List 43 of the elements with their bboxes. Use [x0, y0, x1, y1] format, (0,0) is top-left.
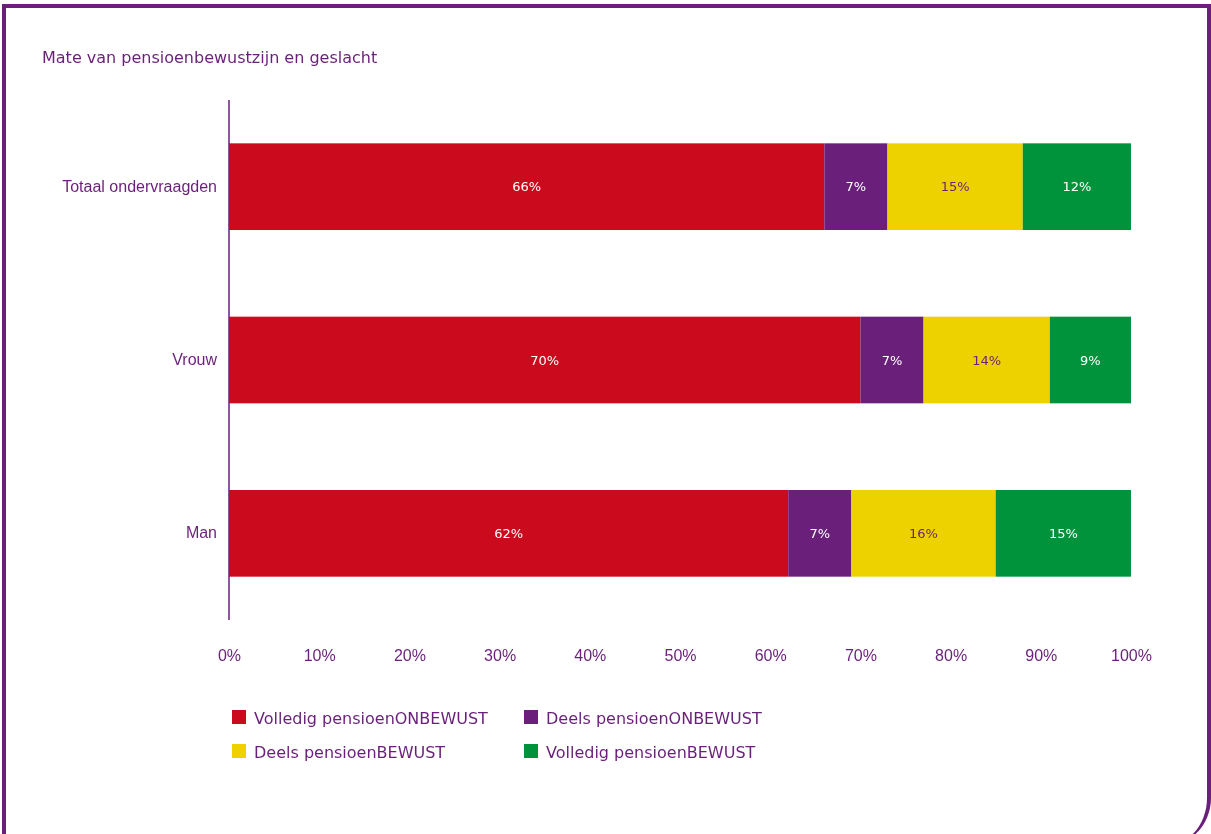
bar [851, 490, 996, 577]
bar [995, 490, 1131, 577]
data-label: 14% [972, 352, 1002, 368]
data-label: 15% [940, 179, 970, 195]
x-tick-label: 90% [1025, 647, 1058, 665]
data-label: 7% [809, 525, 831, 541]
x-tick-label: 40% [574, 647, 607, 665]
bar [887, 143, 1023, 230]
data-label: 62% [494, 525, 524, 541]
data-label: 66% [512, 179, 542, 195]
x-tick-label: 0% [217, 647, 242, 665]
x-tick-label: 20% [393, 647, 426, 665]
data-label: 7% [881, 352, 903, 368]
data-label: 12% [1062, 179, 1092, 195]
x-tick-label: 70% [844, 647, 877, 665]
bar [1049, 316, 1131, 404]
bar [923, 316, 1050, 404]
legend-label: Deels pensioenONBEWUST [546, 708, 762, 728]
bar [229, 316, 861, 404]
legend-label: Volledig pensioenONBEWUST [254, 708, 489, 728]
data-label: 9% [1080, 352, 1101, 368]
bar [860, 316, 924, 404]
data-label: 7% [845, 179, 867, 195]
bar [229, 490, 789, 577]
x-tick-label: 30% [484, 647, 517, 665]
legend-label: Volledig pensioenBEWUST [546, 742, 756, 762]
x-tick-label: 50% [664, 647, 697, 665]
bar [229, 143, 825, 230]
legend-label: Deels pensioenBEWUST [254, 742, 446, 762]
bar [1022, 143, 1131, 230]
chart-title: Mate van pensioenbewustzijn en geslacht [42, 48, 378, 67]
y-tick-label: Man [185, 524, 217, 542]
x-tick-label: 80% [935, 647, 968, 665]
data-label: 15% [1048, 525, 1078, 541]
bar [788, 490, 852, 577]
x-tick-label: 10% [303, 647, 336, 665]
data-label: 16% [909, 525, 938, 541]
y-tick-label: Totaal ondervraagden [62, 177, 217, 195]
data-label: 70% [530, 352, 560, 368]
x-tick-label: 60% [754, 647, 787, 665]
x-tick-label: 100% [1111, 647, 1152, 665]
y-tick-label: Vrouw [172, 351, 218, 369]
bar [824, 143, 888, 230]
